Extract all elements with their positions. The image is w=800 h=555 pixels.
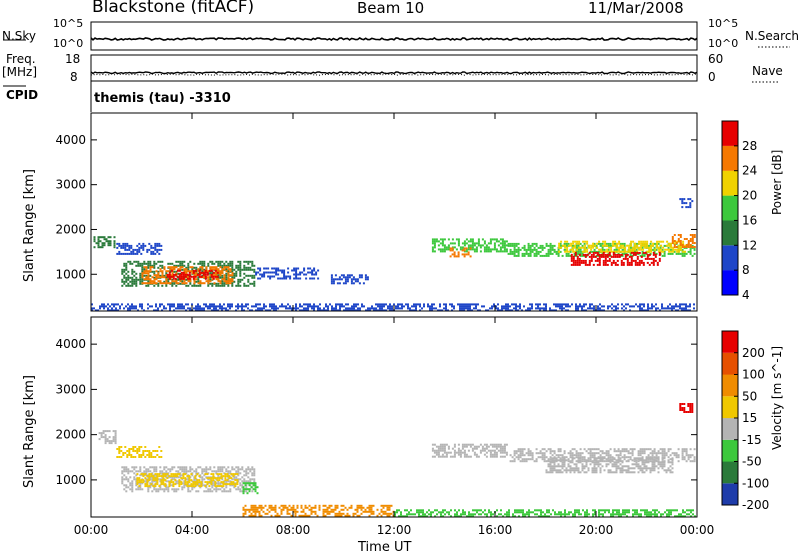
velocity-region (546, 457, 674, 473)
colorbar-tick-label: 4 (742, 288, 750, 302)
y-tick-label: 1000 (55, 267, 86, 281)
colorbar-tick-label: 100 (742, 368, 765, 382)
freq-series-line (91, 72, 697, 74)
colorbar-tick-label: 12 (742, 238, 757, 252)
velocity-panel: 1000 2000 3000 4000 00:00 04:00 08:00 12:00 16:0… (55, 317, 769, 537)
colorbar-swatch (722, 483, 738, 505)
colorbar-swatch (722, 440, 738, 462)
power-region (255, 268, 319, 280)
x-tick-label: 20:00 (579, 523, 614, 537)
colorbar-tick-label: 16 (742, 213, 757, 227)
freq-panel-frame (91, 55, 697, 81)
velocity-region (394, 509, 696, 517)
colorbar-tick-label: 24 (742, 164, 757, 178)
y-tick-label: 2000 (55, 222, 86, 236)
colorbar-tick-label: 28 (742, 139, 757, 153)
nsky-panel-frame (91, 22, 697, 50)
velocity-region (432, 444, 508, 458)
velocity-region (243, 482, 259, 494)
y-tick-label: 2000 (55, 428, 86, 442)
power-region (679, 198, 693, 208)
velocity-region (679, 403, 693, 413)
colorbar-swatch (722, 196, 738, 221)
y-tick-label: 4000 (55, 133, 86, 147)
power-region (571, 252, 661, 266)
colorbar-swatch (722, 353, 738, 375)
nsky-series-line (91, 38, 697, 40)
colorbar-tick-label: -100 (742, 476, 769, 490)
colorbar-tick-label: -50 (742, 455, 762, 469)
y-tick-label: 4000 (55, 337, 86, 351)
colorbar-swatch (722, 331, 738, 353)
velocity-region (243, 505, 395, 517)
colorbar-swatch (722, 121, 738, 146)
y-tick-label: 3000 (55, 178, 86, 192)
power-colorbar: 28 24 20 16 12 8 4 (722, 121, 757, 302)
y-tick-label: 1000 (55, 473, 86, 487)
power-region (116, 243, 162, 255)
nave-series-line (91, 74, 697, 75)
colorbar-tick-label: -15 (742, 433, 762, 447)
colorbar-swatch (722, 171, 738, 196)
power-region (94, 236, 116, 248)
y-tick-label: 3000 (55, 382, 86, 396)
colorbar-swatch (722, 270, 738, 295)
colorbar-tick-label: 50 (742, 389, 757, 403)
velocity-colorbar: 200 100 50 15 -15 -50 -100 -200 (722, 331, 769, 512)
colorbar-swatch (722, 245, 738, 270)
colorbar-tick-label: -200 (742, 498, 769, 512)
x-tick-label: 00:00 (74, 523, 109, 537)
colorbar-tick-label: 200 (742, 346, 765, 360)
velocity-region (99, 430, 117, 444)
colorbar-swatch (722, 418, 738, 440)
x-tick-label: 16:00 (478, 523, 513, 537)
colorbar-swatch (722, 462, 738, 484)
x-tick-label: 00:00 (680, 523, 715, 537)
velocity-region (116, 446, 162, 458)
x-tick-label: 04:00 (175, 523, 210, 537)
colorbar-swatch (722, 146, 738, 171)
colorbar-tick-label: 8 (742, 263, 750, 277)
colorbar-swatch (722, 220, 738, 245)
x-tick-label: 08:00 (276, 523, 311, 537)
x-tick-label: 12:00 (377, 523, 412, 537)
power-region (91, 303, 695, 311)
colorbar-tick-label: 15 (742, 411, 757, 425)
power-region (331, 274, 369, 284)
colorbar-tick-label: 20 (742, 189, 757, 203)
power-panel: 1000 2000 3000 4000 28 24 20 16 12 8 4 (55, 113, 757, 311)
power-region (432, 238, 508, 252)
colorbar-swatch (722, 396, 738, 418)
colorbar-swatch (722, 375, 738, 397)
